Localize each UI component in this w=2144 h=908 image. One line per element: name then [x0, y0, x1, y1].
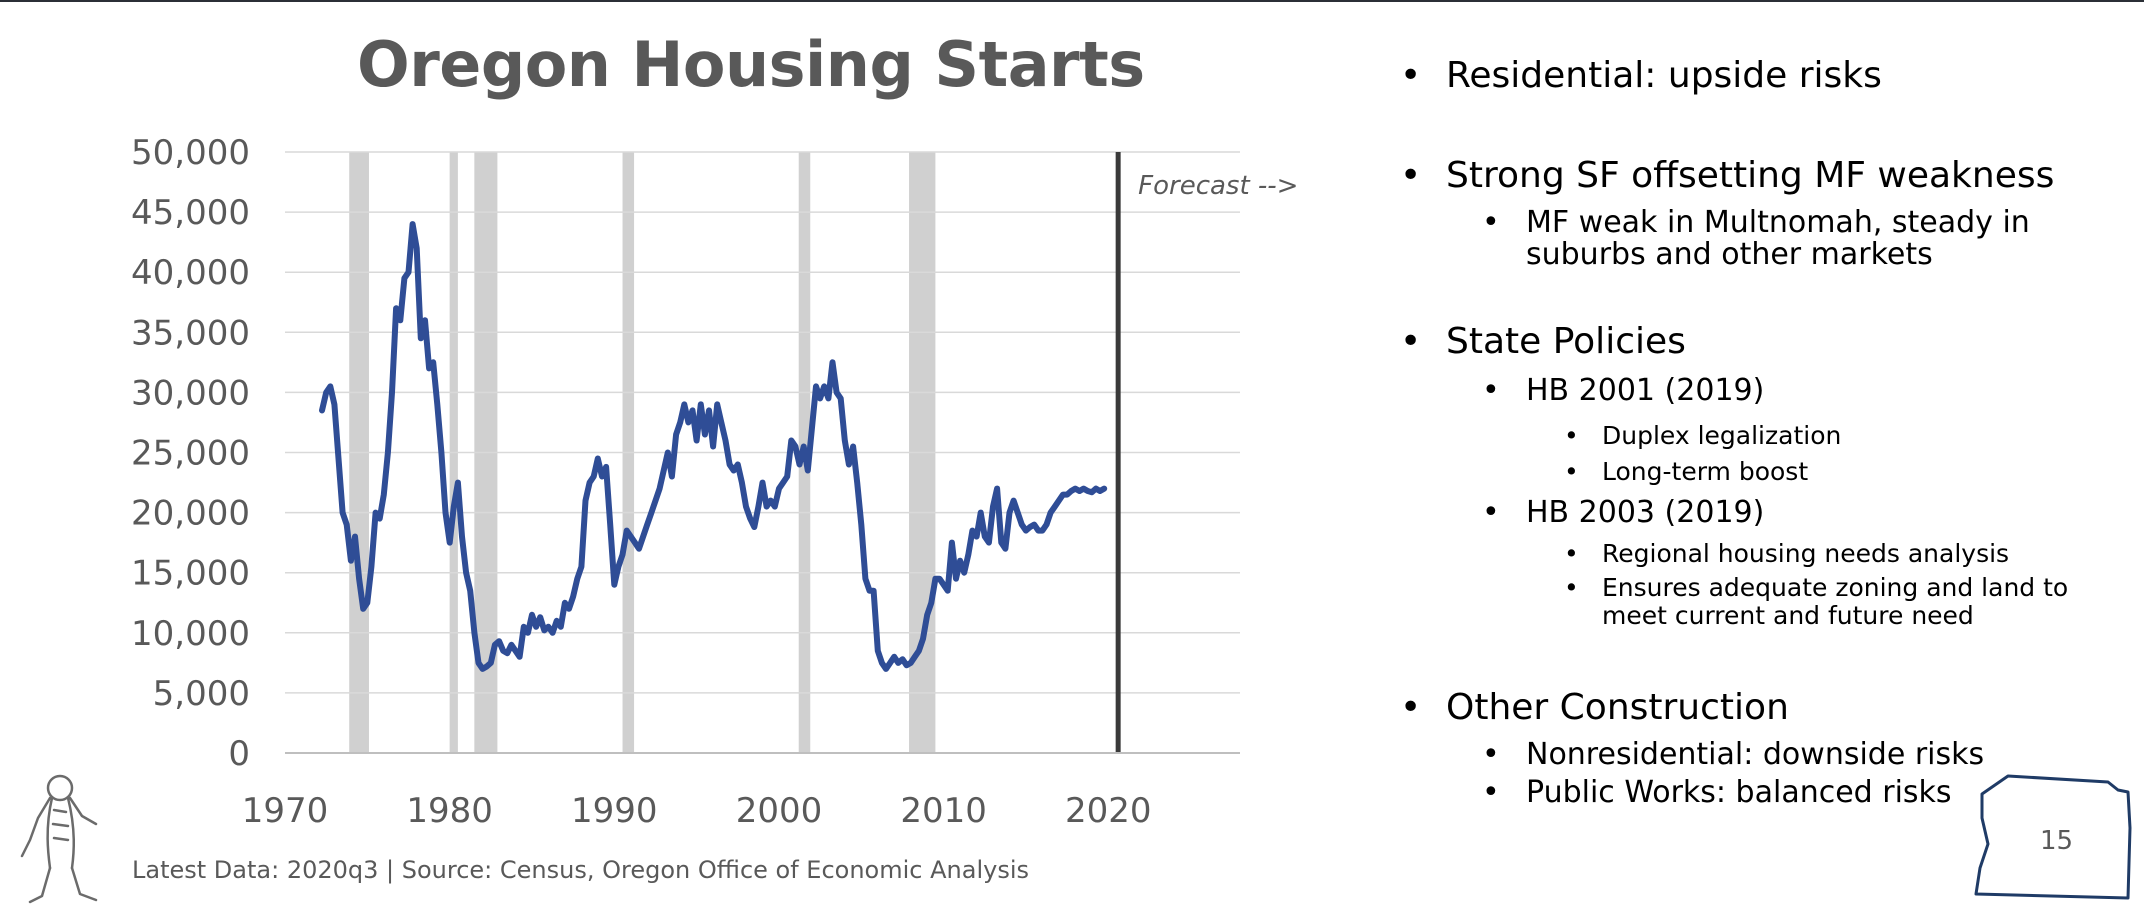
- bullet-text: Residential: upside risks: [1446, 55, 1882, 96]
- bullet-dot: •: [1482, 495, 1500, 530]
- y-tick-label: 35,000: [131, 313, 250, 353]
- bullet-text: Long-term boost: [1602, 457, 1809, 486]
- bullet-dot: •: [1482, 373, 1500, 408]
- bullet-dot: •: [1482, 737, 1500, 772]
- oregon-outline-icon: [1974, 774, 2132, 900]
- bullet-dot: •: [1482, 775, 1500, 810]
- bullet-text: Strong SF offsetting MF weakness: [1446, 155, 2055, 196]
- bullet-text: meet current and future need: [1602, 601, 1974, 630]
- bullet-text: Regional housing needs analysis: [1602, 539, 2010, 568]
- source-footnote: Latest Data: 2020q3 | Source: Census, Or…: [132, 856, 1029, 884]
- window-frame-edge: [0, 0, 2144, 2]
- y-tick-label: 5,000: [153, 674, 250, 714]
- bullet-text: HB 2003 (2019): [1526, 495, 1765, 530]
- bullet-dot: •: [1400, 155, 1422, 196]
- y-tick-label: 15,000: [131, 554, 250, 594]
- y-axis-ticks: 0 5,000 10,000 15,000 20,000 25,000 30,000 35,0…: [131, 133, 250, 774]
- bullet-dot: •: [1564, 457, 1579, 486]
- y-tick-label: 10,000: [131, 614, 250, 654]
- x-tick-label: 1980: [406, 791, 493, 831]
- x-tick-label: 2000: [736, 791, 823, 831]
- bullet-dot: •: [1564, 539, 1579, 568]
- bullet-text: HB 2001 (2019): [1526, 373, 1765, 408]
- gridlines: [285, 151, 1240, 694]
- chart-title: Oregon Housing Starts: [357, 28, 1145, 101]
- x-axis-ticks: 1970 1980 1990 2000 2010 2020: [242, 791, 1152, 831]
- bullet-text: Ensures adequate zoning and land to: [1602, 573, 2069, 602]
- housing-starts-chart: Forecast --> 0 5,000 10,000 15,000 20,000 25,…: [131, 133, 1298, 831]
- bullet-text: State Policies: [1446, 321, 1686, 362]
- slide-number: 15: [2040, 826, 2074, 856]
- y-tick-label: 20,000: [131, 494, 250, 534]
- x-tick-label: 1970: [242, 791, 329, 831]
- bullet-dot: •: [1564, 421, 1579, 450]
- bullet-text: Nonresidential: downside risks: [1526, 737, 1985, 772]
- y-tick-label: 40,000: [131, 253, 250, 293]
- bullet-dot: •: [1564, 573, 1579, 602]
- bullet-dot: •: [1482, 205, 1500, 240]
- bullet-dot: •: [1400, 321, 1422, 362]
- bullet-text: Public Works: balanced risks: [1526, 775, 1952, 810]
- series-layer: [319, 221, 1108, 672]
- forecast-marker: Forecast -->: [1115, 152, 1298, 753]
- y-tick-label: 25,000: [131, 434, 250, 474]
- x-tick-label: 1990: [571, 791, 658, 831]
- y-tick-label: 45,000: [131, 193, 250, 233]
- bullet-text: Other Construction: [1446, 687, 1789, 728]
- x-tick-label: 2020: [1065, 791, 1152, 831]
- y-tick-label: 0: [228, 734, 250, 774]
- bullet-text: suburbs and other markets: [1526, 237, 1933, 272]
- forecast-label: Forecast -->: [1138, 171, 1298, 201]
- bullet-dot: •: [1400, 687, 1422, 728]
- bullet-text: MF weak in Multnomah, steady in: [1526, 205, 2030, 240]
- bullet-text: Duplex legalization: [1602, 421, 1842, 450]
- series-line: [319, 221, 1108, 672]
- bullet-dot: •: [1400, 55, 1422, 96]
- x-tick-label: 2010: [900, 791, 987, 831]
- bigfoot-icon: [20, 774, 98, 904]
- y-tick-label: 30,000: [131, 373, 250, 413]
- y-tick-label: 50,000: [131, 133, 250, 173]
